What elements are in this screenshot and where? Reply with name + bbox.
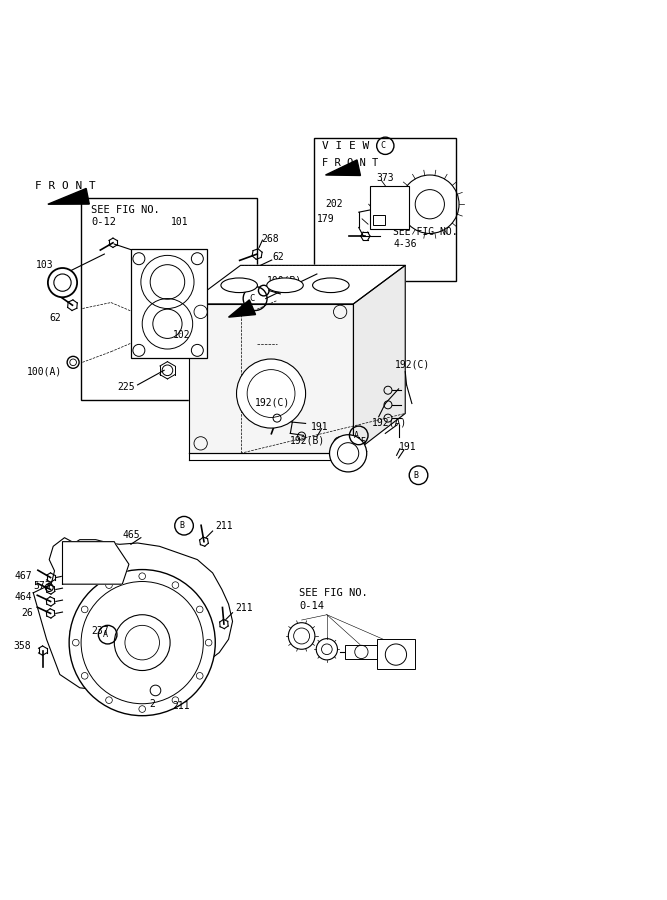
Ellipse shape [313,278,349,293]
Text: SEE FIG NO.: SEE FIG NO. [394,227,458,237]
Circle shape [69,570,215,716]
Bar [81,198,257,400]
Text: 62: 62 [272,252,284,263]
Text: 191: 191 [399,442,416,452]
Text: 465: 465 [122,530,140,540]
Text: 373: 373 [377,173,394,183]
Text: 211: 211 [235,603,253,613]
Text: F R O N T: F R O N T [321,158,378,168]
Text: 26: 26 [21,608,33,617]
Bar [346,644,378,659]
Circle shape [114,615,170,670]
Text: B: B [179,521,184,530]
Text: A: A [354,431,359,440]
Text: 211: 211 [215,521,233,531]
Text: B: B [414,471,418,480]
Bar [131,248,207,358]
Circle shape [329,435,367,472]
Circle shape [237,359,305,428]
Text: 103: 103 [36,260,53,270]
Text: 192(A): 192(A) [372,417,408,428]
Bar [370,186,409,230]
Text: 358: 358 [13,641,31,651]
Polygon shape [33,537,233,690]
Text: 225: 225 [117,382,135,392]
Circle shape [48,268,77,297]
Polygon shape [189,266,406,304]
Polygon shape [63,542,129,584]
Text: 573: 573 [33,581,51,591]
Text: 102: 102 [173,330,190,340]
Text: 464: 464 [15,592,32,602]
Text: 175: 175 [350,437,368,447]
Ellipse shape [221,278,257,293]
Text: 0-14: 0-14 [299,601,324,611]
Polygon shape [325,160,360,176]
Text: 211: 211 [173,701,190,711]
Text: 467: 467 [15,572,32,581]
Text: F R O N T: F R O N T [35,181,95,191]
Text: SEE FIG NO.: SEE FIG NO. [299,588,368,598]
Text: 100(A): 100(A) [27,366,62,376]
Text: 100(B): 100(B) [267,275,302,285]
Polygon shape [189,304,354,454]
Text: V I E W: V I E W [321,140,369,151]
Text: 0-12: 0-12 [91,217,116,227]
Text: 192(C): 192(C) [255,397,290,407]
Text: 62: 62 [49,313,61,323]
Text: 192(C): 192(C) [395,360,430,370]
Polygon shape [354,266,406,454]
Text: 192(B): 192(B) [290,435,325,445]
Bar [377,639,415,670]
Text: 179: 179 [317,214,335,224]
Bar [374,215,386,226]
Text: C: C [380,141,385,150]
Text: 2: 2 [149,698,155,708]
Text: A: A [103,630,107,639]
Ellipse shape [267,278,303,293]
Bar [313,138,456,281]
Text: 202: 202 [325,199,343,209]
Text: 268: 268 [261,234,279,244]
Polygon shape [229,300,255,317]
Text: C: C [249,294,255,303]
Text: 4-36: 4-36 [394,239,417,249]
Text: 101: 101 [171,217,188,227]
Text: 237: 237 [91,626,109,635]
Polygon shape [48,188,89,204]
Text: 191: 191 [311,422,329,432]
Text: SEE FIG NO.: SEE FIG NO. [91,204,160,214]
